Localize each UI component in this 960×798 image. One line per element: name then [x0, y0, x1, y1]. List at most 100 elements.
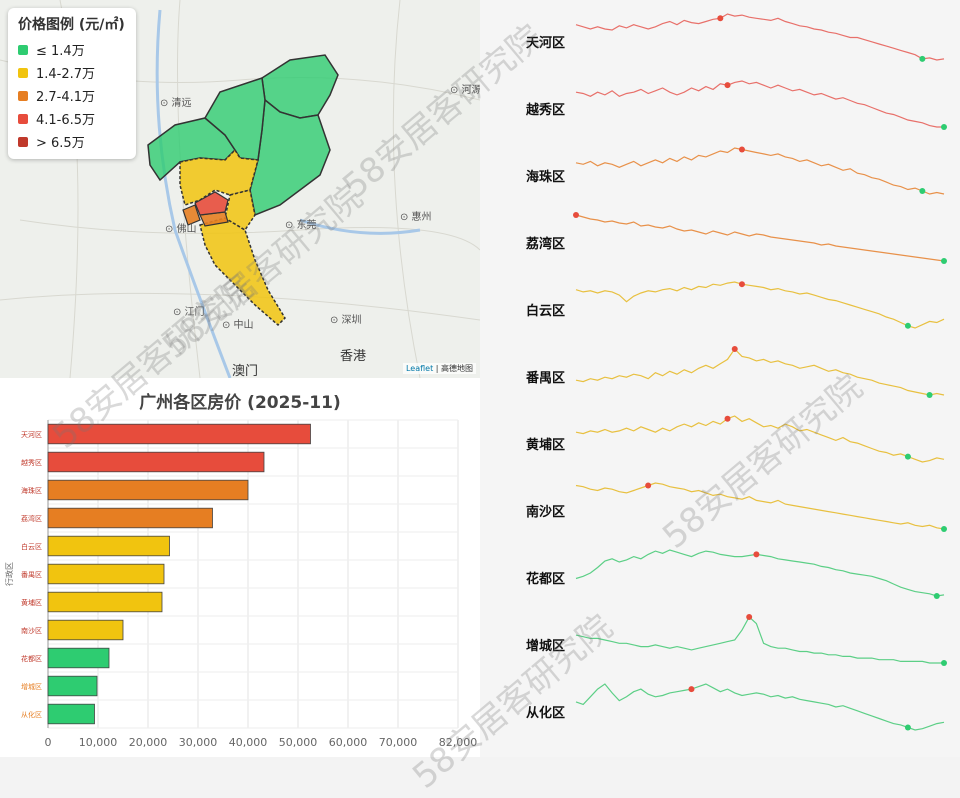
map-rivers: [155, 9, 421, 378]
sparkline-min-dot: [919, 188, 926, 195]
sparkline-chart: [575, 683, 945, 731]
legend-swatch: [18, 67, 28, 78]
legend-swatch: [18, 90, 28, 101]
bar[interactable]: [47, 423, 311, 445]
district-liwan[interactable]: [182, 204, 201, 226]
sparkline-panel: 天河区越秀区 海珠区荔湾区白云区番禺区黄埔区南沙区 花都区 增城区 从化区: [480, 0, 960, 757]
y-tick-label: 白云区: [21, 542, 42, 551]
place-label-dongguan: ⊙ 东莞: [285, 218, 317, 231]
sparkline-path: [575, 683, 945, 731]
bar[interactable]: [47, 563, 165, 585]
sparkline-path: [575, 147, 945, 195]
sparkline-min-dot: [904, 453, 911, 460]
sparkline-chart: [575, 13, 945, 62]
sparkline-label: 番禺区: [526, 371, 566, 386]
sparkline-row: 南沙区: [480, 477, 960, 544]
bar-chart: 广州各区房价 (2025-11) 0 10,000 20,000 30,000 40,00…: [4, 392, 478, 749]
district-tianhe-yuexiu[interactable]: [194, 191, 229, 216]
sparkline-max-dot: [753, 551, 760, 558]
sparkline-row: 越秀区: [480, 75, 960, 142]
sparkline-label: 白云区: [526, 304, 566, 319]
bar[interactable]: [47, 591, 163, 613]
x-tick-label: 82,000: [439, 736, 478, 749]
sparkline-row: 从化区: [480, 678, 960, 745]
legend-label: 1.4-2.7万: [36, 67, 96, 82]
x-tick-label: 0: [45, 736, 52, 749]
sparkline-label: 荔湾区: [526, 237, 566, 252]
map-panel[interactable]: ⊙ 清远 ⊙ 佛山 ⊙ 东莞 ⊙ 惠州 ⊙ 江门 ⊙ 中山 ⊙ 深圳 ⊙ 河源 …: [0, 0, 480, 378]
sparkline-max-dot: [645, 482, 652, 489]
map-canvas[interactable]: ⊙ 清远 ⊙ 佛山 ⊙ 东莞 ⊙ 惠州 ⊙ 江门 ⊙ 中山 ⊙ 深圳 ⊙ 河源 …: [0, 0, 480, 378]
sparkline-min-dot: [941, 258, 947, 264]
sparkline-min-dot: [941, 660, 947, 666]
sparkline-max-dot: [573, 212, 579, 218]
sparkline-row: 增城区: [480, 611, 960, 678]
y-axis-title: 行政区: [4, 562, 14, 586]
sparkline-path: [575, 214, 945, 262]
place-label-macau: 澳门: [232, 363, 258, 378]
price-legend: 价格图例 (元/㎡) ≤ 1.4万 1.4-2.7万 2.7-4.1万 4.1-6.5…: [8, 8, 136, 159]
sparkline-path: [575, 415, 945, 463]
sparkline-max-dot: [746, 614, 753, 620]
sparkline-max-dot: [724, 415, 731, 422]
y-tick-label: 增城区: [21, 682, 42, 691]
legend-item: 1.4-2.7万: [18, 61, 128, 84]
bar[interactable]: [47, 675, 98, 697]
sparkline-min-dot: [926, 392, 933, 398]
bar[interactable]: [47, 619, 124, 641]
bar[interactable]: [47, 703, 95, 725]
map-place-labels: ⊙ 清远 ⊙ 佛山 ⊙ 东莞 ⊙ 惠州 ⊙ 江门 ⊙ 中山 ⊙ 深圳 ⊙ 河源: [160, 83, 480, 331]
sparkline-path: [575, 616, 944, 664]
place-label-zhongshan: ⊙ 中山: [222, 318, 254, 331]
sparkline-max-dot: [731, 346, 738, 352]
legend-label: ≤ 1.4万: [36, 44, 85, 59]
district-baiyun[interactable]: [179, 148, 259, 206]
district-panyu-nansha[interactable]: [199, 217, 286, 327]
place-label-shenzhen: ⊙ 深圳: [330, 314, 362, 326]
sparkline-chart: [573, 212, 947, 264]
sparkline-chart: [575, 482, 947, 532]
y-tick-label: 天河区: [21, 431, 42, 439]
legend-item: ≤ 1.4万: [18, 38, 128, 61]
x-tick-label: 30,000: [179, 736, 218, 749]
sparkline-row: 花都区: [480, 544, 960, 611]
y-tick-label: 花都区: [21, 654, 42, 663]
sparkline-path: [575, 80, 944, 128]
map-major-labels: 澳门 香港: [232, 349, 366, 378]
x-tick-label: 60,000: [329, 736, 368, 749]
district-north[interactable]: [204, 77, 266, 161]
sparkline-path: [575, 549, 945, 597]
y-tick-label: 黄埔区: [21, 598, 42, 607]
sparkline-min-dot: [919, 55, 926, 62]
sparkline-path: [575, 281, 945, 329]
sparkline-row: 黄埔区: [480, 410, 960, 477]
sparkline-chart: [575, 281, 945, 329]
sparkline-row: 海珠区: [480, 142, 960, 209]
sparkline-min-dot: [941, 124, 947, 130]
sparkline-row: 白云区: [480, 276, 960, 343]
sparkline-chart: [575, 80, 947, 130]
x-tick-label: 70,000: [379, 736, 418, 749]
bar[interactable]: [47, 647, 110, 669]
legend-item: > 6.5万: [18, 130, 128, 153]
place-label-huizhou: ⊙ 惠州: [400, 210, 432, 223]
sparkline-row: 荔湾区: [480, 209, 960, 276]
sparkline-label: 天河区: [526, 36, 566, 51]
chart-title: 广州各区房价 (2025-11): [139, 392, 341, 413]
legend-label: > 6.5万: [36, 136, 85, 151]
bar[interactable]: [47, 535, 170, 557]
bar[interactable]: [47, 507, 213, 529]
sparkline-min-dot: [941, 526, 947, 532]
sparkline-chart: [575, 346, 945, 398]
sparkline-max-dot: [717, 15, 724, 22]
sparkline-chart: [575, 146, 945, 195]
legend-swatch: [18, 44, 28, 55]
y-tick-label: 番禺区: [21, 571, 42, 579]
leaflet-link[interactable]: Leaflet: [405, 364, 434, 373]
bar[interactable]: [47, 479, 249, 501]
legend-swatch: [18, 136, 28, 147]
y-tick-label: 荔湾区: [21, 514, 42, 523]
legend-label: 2.7-4.1万: [36, 90, 96, 105]
sparkline-label: 黄埔区: [526, 438, 566, 453]
bar[interactable]: [47, 451, 265, 473]
